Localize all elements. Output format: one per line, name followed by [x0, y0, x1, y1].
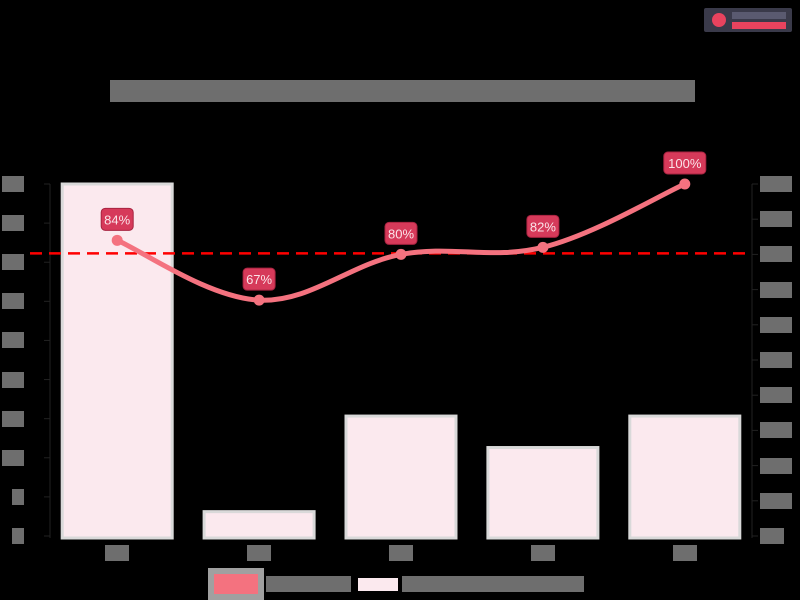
- plot-area: 84% 67% 80% 82% 100%: [0, 0, 800, 600]
- bar[interactable]: [630, 416, 740, 538]
- data-label: 82%: [527, 215, 559, 237]
- data-label: 84%: [101, 208, 133, 230]
- bar[interactable]: [346, 416, 456, 538]
- legend-label-bar[interactable]: [402, 576, 584, 592]
- data-label: 100%: [664, 152, 706, 174]
- svg-text:84%: 84%: [104, 212, 130, 227]
- svg-text:100%: 100%: [668, 156, 702, 171]
- line-point[interactable]: [679, 179, 690, 190]
- line-point[interactable]: [396, 249, 407, 260]
- legend-swatch-bar[interactable]: [357, 577, 399, 592]
- bar[interactable]: [488, 448, 598, 538]
- line-point[interactable]: [112, 235, 123, 246]
- svg-text:80%: 80%: [388, 226, 414, 241]
- line-point[interactable]: [537, 242, 548, 253]
- svg-text:82%: 82%: [530, 219, 556, 234]
- data-label: 67%: [243, 268, 275, 290]
- svg-text:67%: 67%: [246, 272, 272, 287]
- data-label: 80%: [385, 222, 417, 244]
- legend-label-line[interactable]: [266, 576, 351, 592]
- line-point[interactable]: [254, 295, 265, 306]
- legend-swatch-line[interactable]: [208, 568, 264, 600]
- bar[interactable]: [204, 512, 314, 538]
